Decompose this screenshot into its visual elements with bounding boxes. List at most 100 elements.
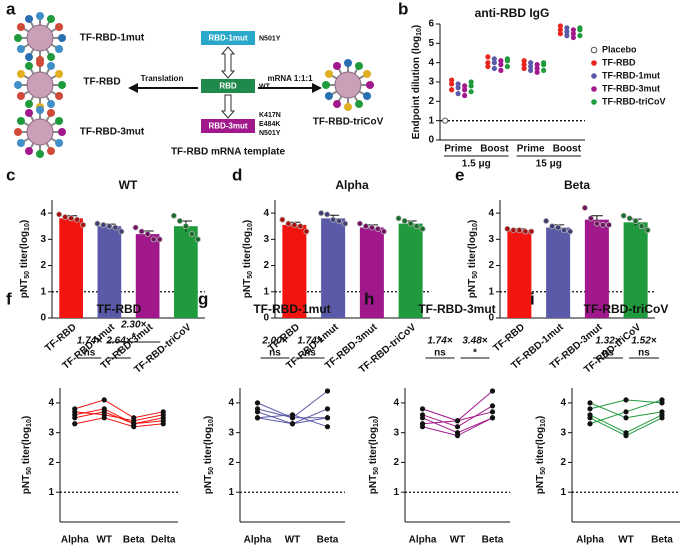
rbd-domain bbox=[36, 12, 44, 20]
y-tick-label: 3 bbox=[263, 234, 269, 245]
dot bbox=[324, 415, 331, 421]
y-tick-label: 2 bbox=[393, 457, 399, 468]
y-tick-label: 3 bbox=[393, 427, 399, 438]
rbd-domain bbox=[36, 59, 44, 67]
dot bbox=[528, 63, 534, 70]
rbd-domain bbox=[16, 70, 25, 78]
label-part: 10 bbox=[373, 419, 380, 427]
dot bbox=[570, 27, 576, 33]
dot bbox=[380, 228, 387, 235]
rbd-domain bbox=[14, 128, 22, 136]
panel-label: a bbox=[6, 0, 16, 18]
dot bbox=[254, 400, 261, 406]
significance: ns bbox=[304, 348, 316, 359]
dot bbox=[94, 220, 101, 227]
particle-label: TF-RBD-3mut bbox=[80, 127, 145, 138]
dot bbox=[401, 217, 408, 224]
core bbox=[334, 71, 362, 99]
dot bbox=[442, 117, 449, 124]
core bbox=[26, 118, 54, 146]
dot bbox=[254, 409, 261, 415]
dot bbox=[132, 224, 139, 231]
chart-title: TF-RBD-1mut bbox=[253, 302, 330, 316]
dot bbox=[374, 225, 381, 232]
dot bbox=[289, 412, 296, 418]
label-part: ) bbox=[467, 220, 478, 223]
dot bbox=[336, 217, 343, 224]
dot bbox=[362, 223, 369, 230]
label-part: ) bbox=[203, 416, 214, 419]
dot bbox=[101, 412, 107, 418]
chart-title: WT bbox=[119, 178, 138, 192]
y-tick-label: 4 bbox=[393, 398, 399, 409]
dot bbox=[449, 81, 455, 87]
label-part: titer(log bbox=[467, 231, 478, 271]
arrow-head bbox=[312, 83, 322, 93]
rbd-domain bbox=[16, 92, 25, 100]
arrow bbox=[220, 46, 236, 79]
label-part: titer(log bbox=[368, 427, 379, 467]
rbd-domain bbox=[324, 92, 333, 100]
fold-change: 1.74× bbox=[427, 336, 452, 347]
dot bbox=[279, 216, 286, 223]
dot bbox=[156, 236, 163, 243]
dot bbox=[587, 400, 593, 406]
dot bbox=[72, 409, 78, 415]
y-axis-label: pNT50 titer(log10) bbox=[203, 416, 216, 494]
dot bbox=[587, 415, 593, 421]
label-part: 10 bbox=[24, 223, 31, 231]
dot bbox=[368, 224, 375, 231]
significance: ns bbox=[269, 348, 281, 359]
panel-label: i bbox=[530, 289, 535, 308]
label-part: 10 bbox=[416, 28, 423, 36]
y-tick-label: 1 bbox=[263, 286, 269, 297]
dot bbox=[324, 211, 331, 218]
label-part: titer(log bbox=[203, 427, 214, 467]
dot bbox=[564, 29, 570, 35]
label-part: pNT bbox=[21, 475, 32, 494]
dot bbox=[557, 27, 563, 33]
label-part: 10 bbox=[26, 419, 33, 427]
core bbox=[26, 24, 54, 52]
dot bbox=[468, 89, 474, 95]
dot bbox=[557, 31, 563, 37]
bar bbox=[59, 218, 83, 318]
dot bbox=[489, 415, 496, 421]
label-part: ) bbox=[368, 416, 379, 419]
group-label: 1.5 μg bbox=[462, 159, 491, 170]
label-part: pNT bbox=[203, 475, 214, 494]
x-tick-label: Alpha bbox=[576, 535, 604, 546]
fold-change: 1.52× bbox=[631, 336, 656, 347]
dot bbox=[605, 221, 612, 228]
dot bbox=[356, 220, 363, 227]
y-axis-label: pNT50 titer(log10) bbox=[21, 416, 34, 494]
dot bbox=[567, 228, 574, 235]
template-box bbox=[201, 31, 255, 45]
dot bbox=[593, 220, 600, 227]
y-tick-label: 2 bbox=[48, 457, 54, 468]
dot bbox=[543, 217, 550, 224]
y-tick-label: 4 bbox=[228, 398, 234, 409]
dot bbox=[131, 418, 137, 424]
dot bbox=[489, 403, 496, 409]
y-tick-label: 4 bbox=[263, 208, 269, 219]
fold-change: 3.48× bbox=[462, 336, 487, 347]
dot bbox=[623, 433, 629, 439]
fold-change: 1.74× bbox=[77, 336, 102, 347]
dot bbox=[623, 409, 629, 415]
chart-title: TF-RBD bbox=[97, 302, 142, 316]
dot bbox=[419, 225, 426, 232]
dot bbox=[549, 223, 556, 230]
rbd-domain bbox=[355, 100, 363, 109]
dot bbox=[182, 223, 189, 230]
dot bbox=[638, 223, 645, 230]
rbd-domain bbox=[25, 100, 33, 109]
mutation: K417N bbox=[259, 112, 281, 119]
fold-change: 1.74× bbox=[297, 336, 322, 347]
dot bbox=[522, 228, 529, 235]
dot bbox=[504, 225, 511, 232]
rbd-domain bbox=[344, 103, 352, 111]
label-part: titer(log bbox=[242, 231, 253, 271]
line bbox=[74, 411, 164, 422]
dot bbox=[56, 211, 63, 218]
